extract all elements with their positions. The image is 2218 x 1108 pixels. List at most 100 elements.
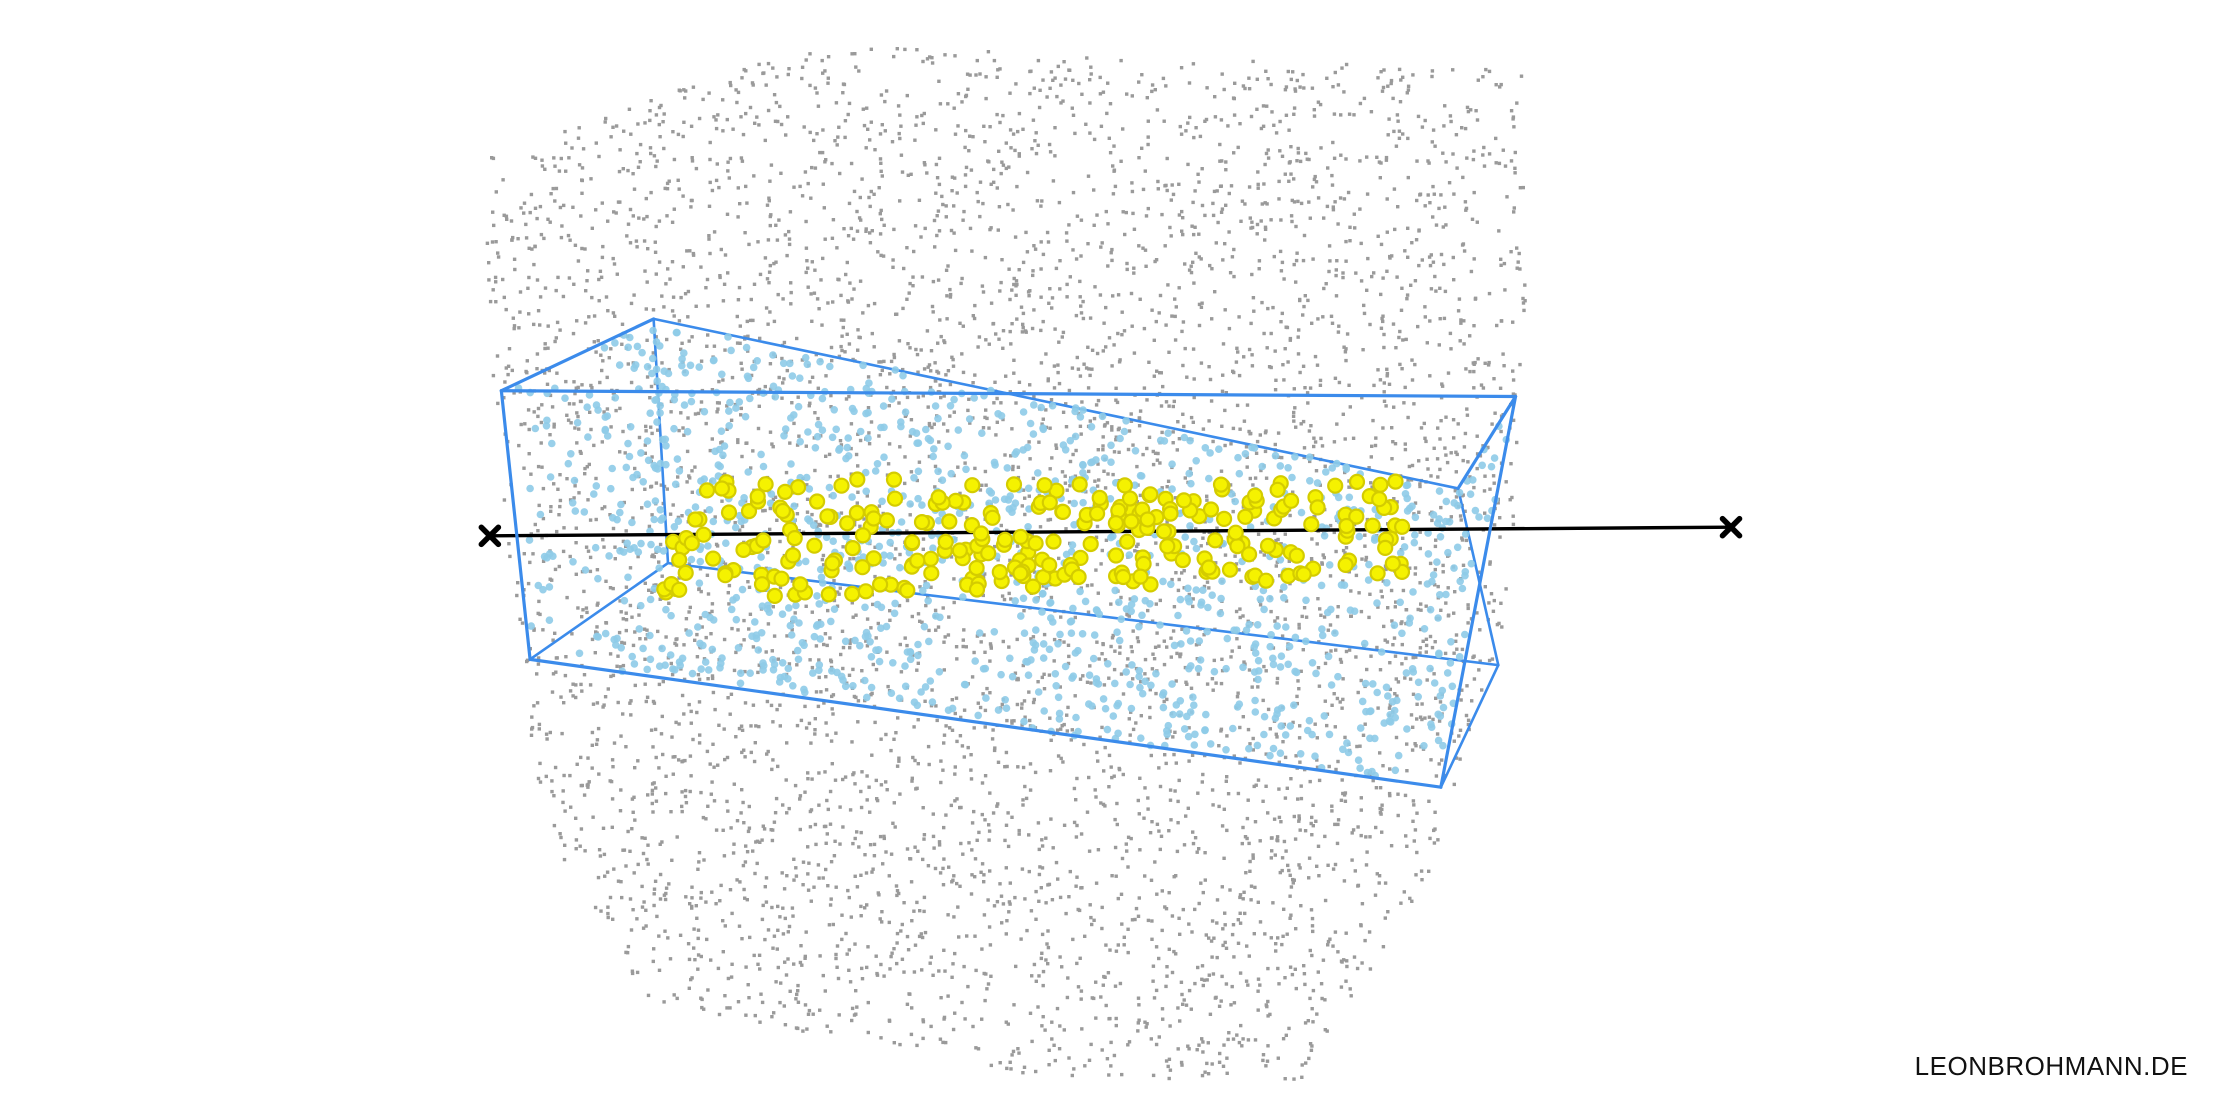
- background-point: [649, 425, 653, 429]
- background-point: [1061, 410, 1066, 414]
- background-point: [775, 947, 779, 951]
- background-point: [885, 650, 889, 654]
- background-point: [1460, 688, 1464, 692]
- background-point: [996, 228, 1000, 232]
- background-point: [825, 733, 829, 737]
- background-point: [1296, 151, 1301, 155]
- background-point: [815, 297, 820, 301]
- background-point: [829, 405, 833, 409]
- background-point: [1136, 1029, 1140, 1033]
- background-point: [1116, 943, 1120, 947]
- background-point: [982, 873, 986, 877]
- background-point: [1211, 201, 1215, 206]
- background-point: [1110, 775, 1114, 780]
- background-point: [831, 922, 835, 927]
- background-point: [1187, 1047, 1191, 1051]
- background-point: [961, 324, 965, 328]
- background-point: [1298, 724, 1302, 728]
- background-point: [1207, 936, 1211, 940]
- background-point: [1498, 85, 1502, 89]
- background-point: [981, 593, 985, 598]
- background-point: [1154, 988, 1159, 993]
- background-point: [1249, 431, 1253, 436]
- background-point: [972, 809, 976, 814]
- background-point: [1137, 424, 1142, 428]
- background-point: [936, 209, 941, 213]
- background-point: [1387, 117, 1391, 121]
- background-point: [1375, 645, 1379, 650]
- background-point: [815, 132, 819, 136]
- background-point: [1298, 85, 1302, 89]
- background-point: [538, 323, 542, 327]
- background-point: [953, 765, 957, 769]
- background-point: [945, 317, 949, 321]
- background-point: [852, 556, 856, 561]
- background-point: [879, 1036, 883, 1040]
- background-point: [1371, 778, 1375, 783]
- background-point: [614, 124, 619, 128]
- background-point: [993, 544, 997, 549]
- background-point: [895, 764, 900, 768]
- background-point: [1454, 470, 1458, 474]
- background-point: [794, 997, 798, 1001]
- background-point: [782, 887, 787, 891]
- background-point: [582, 793, 587, 797]
- background-point: [619, 610, 623, 614]
- background-point: [1032, 86, 1036, 90]
- background-point: [1316, 970, 1320, 974]
- background-point: [1474, 109, 1478, 113]
- background-point: [1199, 361, 1204, 365]
- background-point: [1001, 417, 1005, 422]
- background-point: [943, 635, 947, 639]
- background-point: [699, 400, 704, 404]
- background-point: [828, 789, 833, 794]
- background-point: [1483, 585, 1487, 589]
- background-point: [512, 391, 516, 395]
- background-point: [706, 677, 710, 681]
- background-point: [1146, 142, 1150, 147]
- background-point: [605, 407, 610, 411]
- background-point: [953, 772, 957, 776]
- background-point: [1281, 1037, 1286, 1041]
- background-point: [745, 850, 750, 854]
- background-point: [1297, 736, 1302, 740]
- background-point: [1113, 845, 1118, 850]
- background-point: [1063, 77, 1068, 81]
- background-point: [953, 132, 958, 136]
- background-point: [654, 755, 658, 760]
- background-point: [1277, 760, 1281, 764]
- background-point: [1487, 601, 1491, 605]
- background-point: [1122, 935, 1126, 939]
- background-point: [1415, 811, 1419, 815]
- background-point: [563, 673, 568, 678]
- background-point: [1220, 389, 1225, 393]
- background-point: [583, 247, 587, 251]
- background-point: [1377, 874, 1382, 878]
- background-point: [709, 792, 713, 796]
- background-point: [1172, 949, 1176, 954]
- background-point: [1431, 128, 1436, 132]
- background-point: [736, 438, 740, 442]
- background-point: [1469, 108, 1473, 112]
- background-point: [1376, 234, 1380, 238]
- background-point: [1190, 224, 1194, 228]
- background-point: [1196, 791, 1200, 795]
- background-point: [1380, 316, 1384, 321]
- background-point: [955, 739, 959, 744]
- background-point: [981, 201, 985, 206]
- background-point: [557, 564, 561, 569]
- background-point: [1056, 754, 1061, 758]
- background-point: [1296, 679, 1300, 683]
- background-point: [1099, 995, 1103, 999]
- background-point: [931, 310, 935, 314]
- background-point: [1110, 247, 1114, 252]
- background-point: [1008, 128, 1013, 132]
- background-point: [1147, 360, 1151, 364]
- background-point: [1296, 199, 1300, 204]
- background-point: [845, 260, 849, 265]
- background-point: [897, 603, 902, 608]
- background-point: [1236, 350, 1240, 354]
- background-point: [1240, 1044, 1244, 1048]
- background-point: [1168, 788, 1173, 792]
